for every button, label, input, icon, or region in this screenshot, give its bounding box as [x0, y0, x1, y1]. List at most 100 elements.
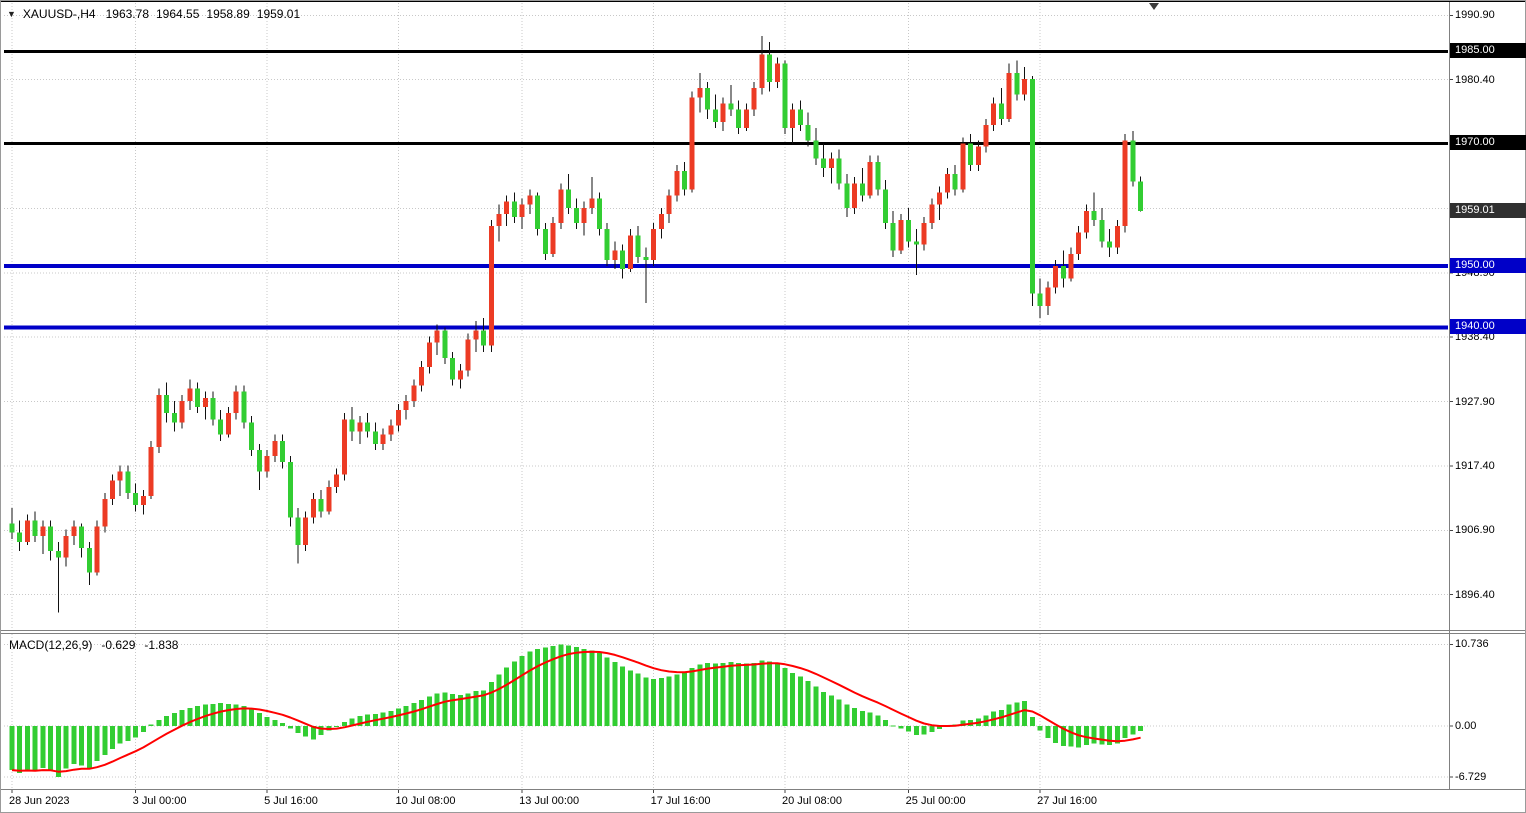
macd-bar	[882, 719, 888, 727]
candle	[171, 413, 177, 423]
macd-bar	[875, 715, 881, 727]
candle	[481, 330, 487, 346]
macd-bar	[1114, 726, 1120, 744]
candle	[94, 526, 100, 573]
macd-bar	[1060, 726, 1066, 746]
candle	[596, 198, 602, 230]
candle	[179, 400, 185, 423]
macd-bar	[767, 661, 773, 727]
candle	[24, 520, 30, 542]
macd-bar	[488, 681, 494, 727]
chart-shift-marker[interactable]	[1149, 3, 1159, 10]
macd-bar	[450, 694, 456, 727]
candle	[728, 103, 734, 110]
candle	[1076, 232, 1082, 254]
time-axis-label: 27 Jul 16:00	[1037, 795, 1098, 807]
time-axis-label: 25 Jul 00:00	[905, 795, 966, 807]
candle	[140, 495, 146, 506]
macd-bar	[960, 720, 966, 727]
candle	[852, 183, 858, 208]
candle	[450, 357, 456, 380]
macd-bar	[24, 726, 30, 770]
macd-bar	[1037, 726, 1043, 731]
one-click-trading-toggle-icon[interactable]: ▼	[7, 9, 16, 19]
macd-bar	[403, 706, 409, 727]
macd-bar	[303, 726, 309, 737]
candle	[573, 207, 579, 224]
level-lines[interactable]	[4, 49, 1448, 330]
candle	[79, 526, 85, 549]
macd-bar	[844, 704, 850, 727]
candle	[365, 422, 371, 432]
candle	[1114, 226, 1120, 248]
current-price-badge: 1959.01	[1450, 202, 1526, 218]
macd-bar	[836, 699, 842, 727]
candle	[202, 397, 208, 408]
candle	[844, 183, 850, 208]
candle	[705, 88, 711, 110]
macd-bar	[921, 726, 927, 735]
macd-bar	[1068, 726, 1074, 747]
macd-bar	[782, 668, 788, 727]
candle	[1083, 210, 1089, 233]
candle	[63, 535, 69, 558]
macd-bar	[442, 692, 448, 727]
candle	[40, 526, 46, 536]
time-axis-label: 28 Jun 2023	[9, 795, 70, 807]
candle	[32, 520, 38, 536]
candle	[1037, 293, 1043, 306]
macd-bar	[1022, 700, 1028, 727]
macd-bar	[1130, 726, 1136, 735]
macd-bar	[596, 653, 602, 727]
macd-bar	[573, 646, 579, 727]
price-level-badge-1940.00: 1940.00	[1450, 319, 1526, 335]
candle	[55, 551, 61, 558]
macd-bar	[1029, 716, 1035, 727]
macd-bar	[218, 703, 224, 727]
macd-bar	[86, 726, 92, 769]
macd-bar	[225, 703, 231, 727]
macd-bar	[1122, 726, 1128, 739]
macd-bar	[117, 726, 123, 744]
candle	[519, 204, 525, 217]
price-level-badge-1950.00: 1950.00	[1450, 258, 1526, 274]
candle	[287, 462, 293, 518]
candle	[187, 388, 193, 401]
macd-bar	[187, 707, 193, 727]
candle	[797, 109, 803, 126]
time-axis[interactable]	[0, 790, 1526, 813]
price-level-badge-1970.00: 1970.00	[1450, 135, 1526, 151]
macd-bar	[148, 724, 154, 727]
candle	[542, 229, 548, 254]
macd-title: MACD(12,26,9)	[9, 638, 93, 652]
candle	[341, 419, 347, 475]
macd-bar	[1083, 726, 1089, 746]
candle	[627, 235, 633, 270]
macd-bar	[674, 674, 680, 727]
macd-bar	[496, 674, 502, 727]
macd-bar	[272, 719, 278, 727]
candle	[48, 526, 54, 552]
candle	[148, 446, 154, 496]
macd-bar	[79, 726, 85, 766]
macd-bar	[233, 704, 239, 727]
macd-bar	[1099, 726, 1105, 745]
candle	[836, 158, 842, 184]
macd-bar	[1091, 726, 1097, 744]
candle	[1068, 253, 1074, 279]
time-axis-label: 13 Jul 00:00	[519, 795, 580, 807]
candle	[280, 440, 286, 463]
candle	[682, 170, 688, 190]
macd-bar	[9, 726, 15, 771]
macd-main-value: -0.629	[101, 638, 136, 652]
macd-bar	[365, 714, 371, 727]
macd-indicator-label: MACD(12,26,9) -0.629 -1.838	[9, 638, 178, 652]
candle	[782, 63, 788, 129]
macd-bar	[728, 662, 734, 727]
candle	[434, 330, 440, 343]
macd-bar	[426, 696, 432, 727]
candle	[558, 189, 564, 224]
candle	[527, 195, 533, 205]
macd-bar	[612, 662, 618, 727]
